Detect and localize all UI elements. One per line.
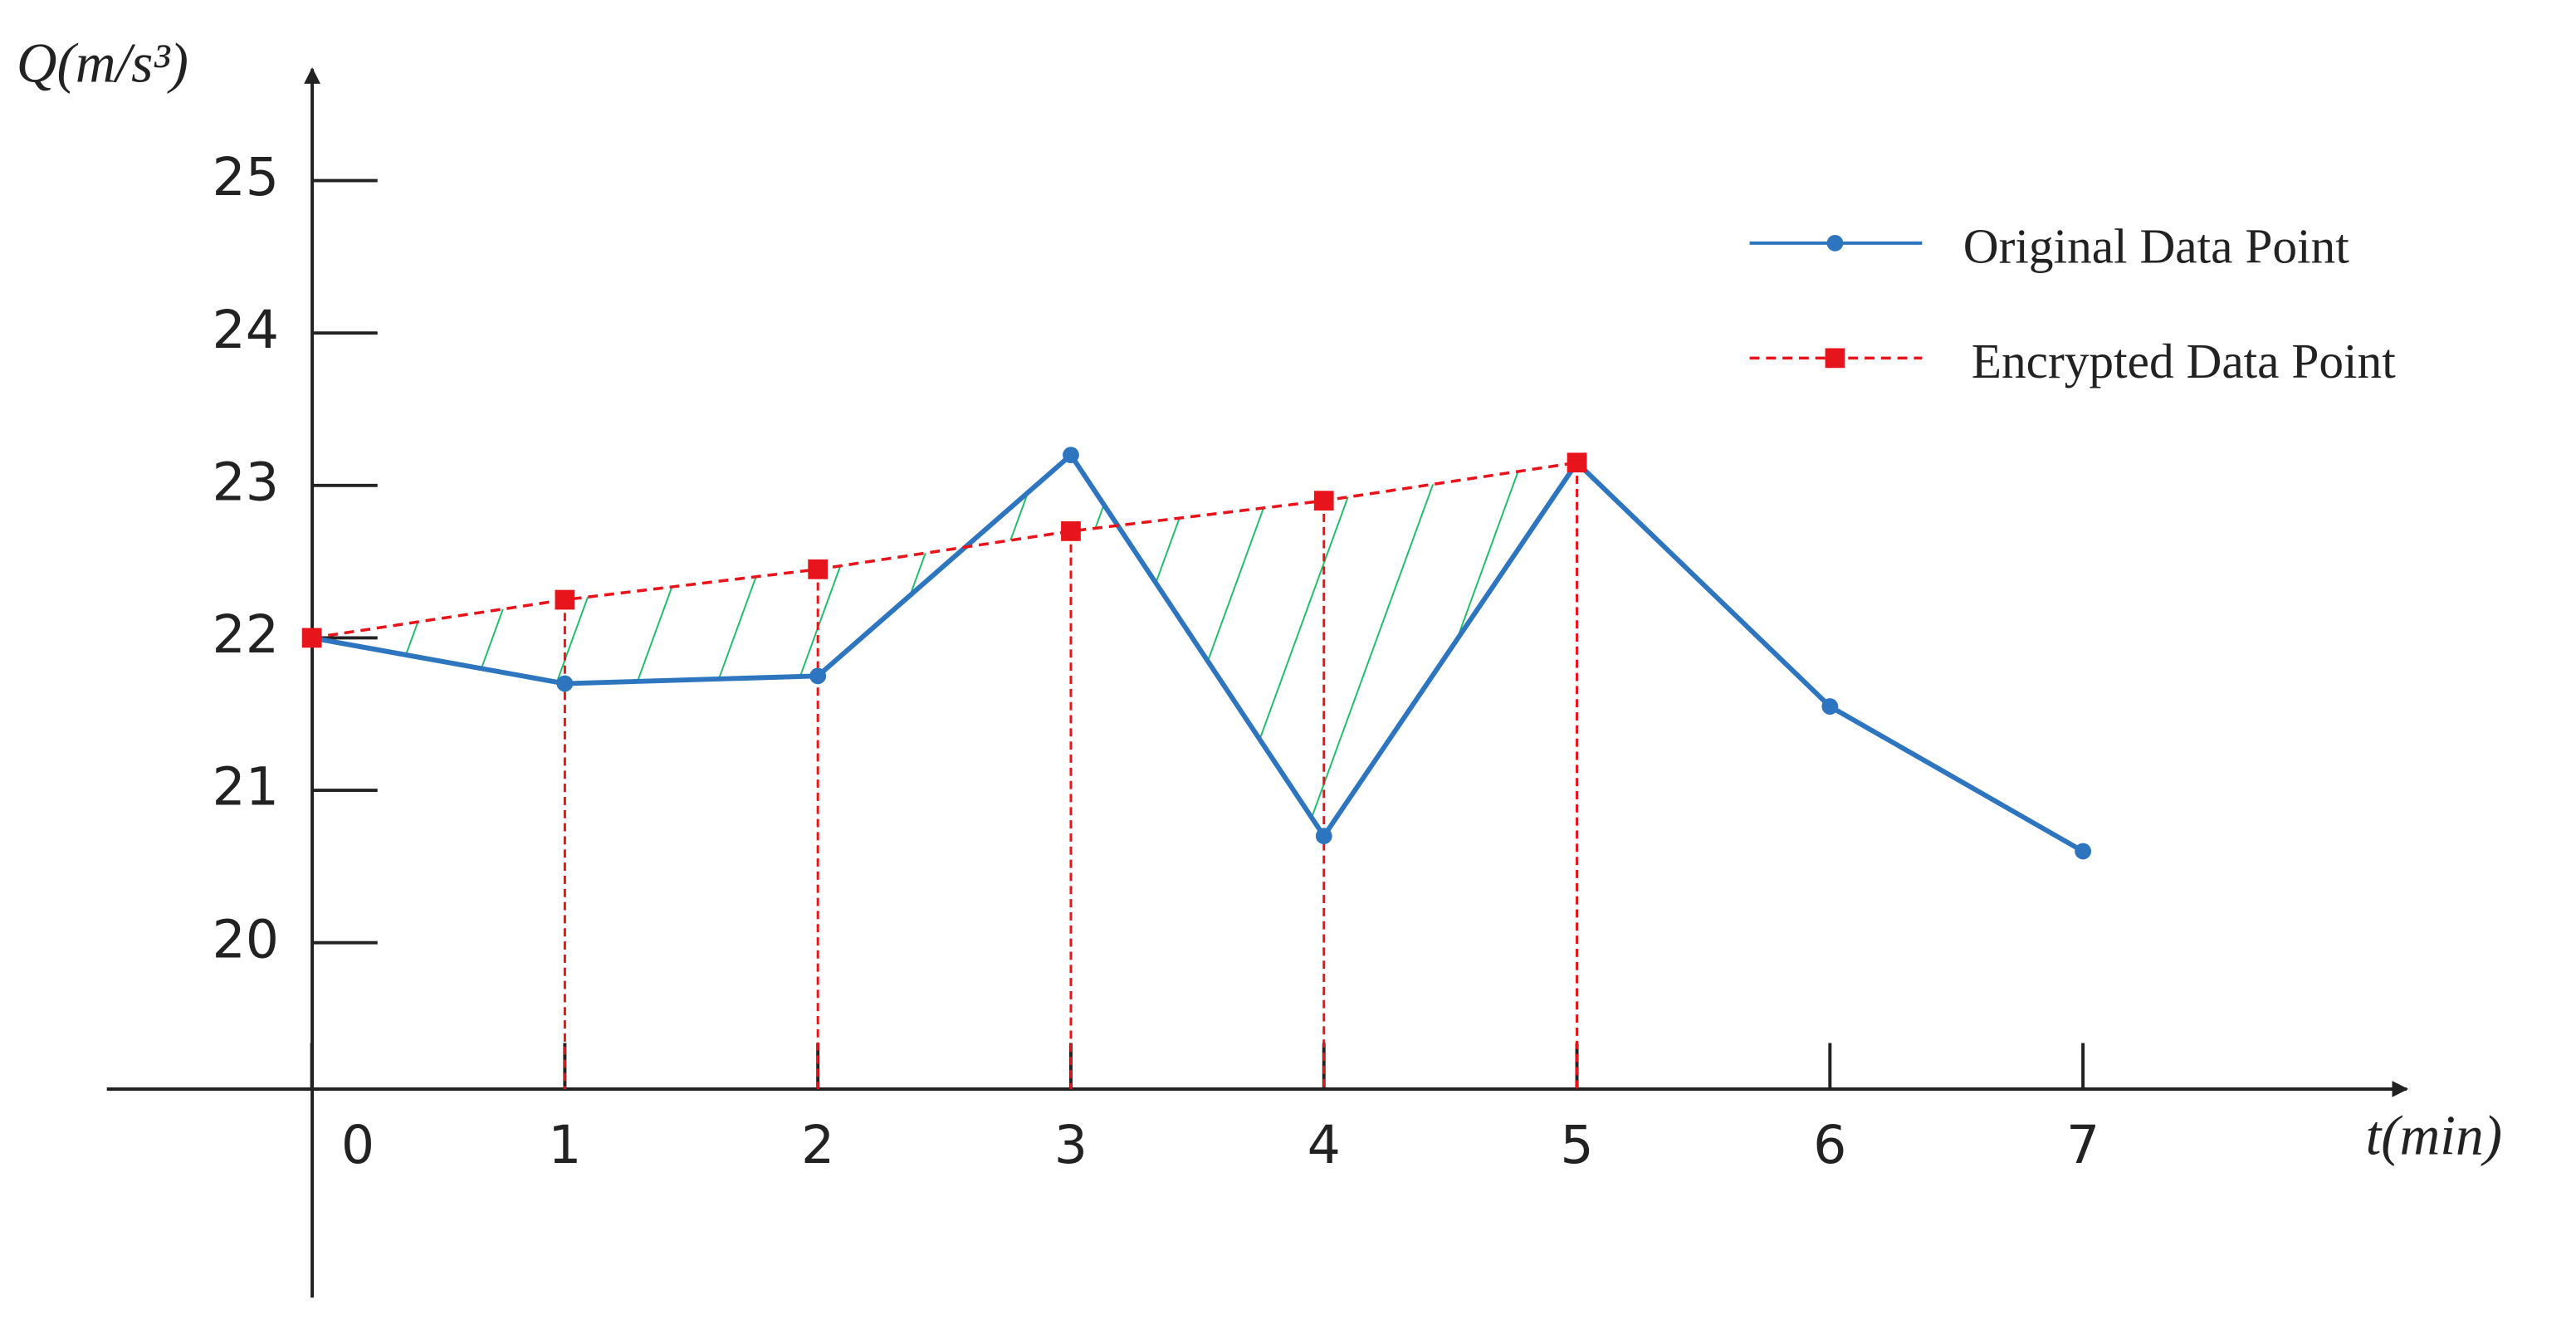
y-tick-label: 22	[212, 603, 279, 665]
point	[1313, 491, 1334, 511]
legend-marker	[1826, 234, 1844, 252]
legend-marker	[1825, 348, 1845, 369]
point	[1567, 452, 1587, 473]
point	[1061, 521, 1081, 541]
x-tick-label: 0	[341, 1114, 374, 1175]
legend-label: Encrypted Data Point	[1972, 334, 2397, 388]
point	[1821, 698, 1839, 715]
x-tick-label: 3	[1054, 1114, 1088, 1175]
x-tick-label: 5	[1560, 1114, 1593, 1175]
x-tick-label: 2	[801, 1114, 834, 1175]
y-axis-label: Q(m/s³)	[17, 32, 188, 95]
x-tick-label: 6	[1813, 1114, 1846, 1175]
x-tick-label: 7	[2066, 1114, 2099, 1175]
x-tick-label: 1	[548, 1114, 581, 1175]
y-tick-label: 25	[212, 146, 279, 208]
legend-label: Original Data Point	[1963, 218, 2349, 273]
y-tick-label: 21	[212, 756, 279, 818]
y-tick-label: 24	[212, 299, 279, 360]
point	[301, 628, 322, 648]
y-tick-label: 23	[212, 451, 279, 512]
hatch-area	[311, 455, 1577, 837]
point	[1063, 447, 1079, 463]
x-tick-label: 4	[1308, 1114, 1341, 1175]
y-tick-label: 20	[212, 908, 279, 970]
series-line	[311, 451, 2085, 854]
point	[1315, 828, 1332, 845]
point	[808, 559, 829, 579]
point	[555, 589, 575, 610]
x-axis-label: t(min)	[2366, 1105, 2502, 1167]
point	[556, 675, 574, 692]
point	[2075, 843, 2092, 860]
point	[809, 667, 827, 685]
